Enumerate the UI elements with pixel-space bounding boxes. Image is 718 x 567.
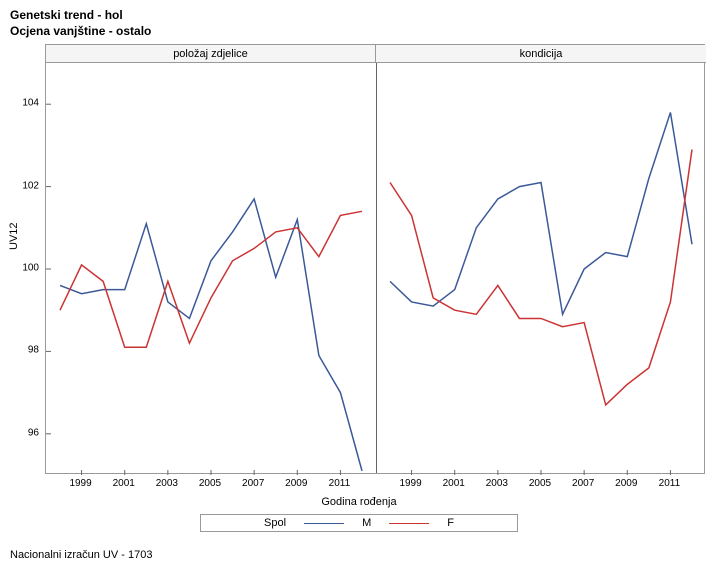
chart-area: položaj zdjelice kondicija bbox=[45, 44, 705, 474]
legend-label-m: M bbox=[362, 517, 371, 529]
legend-label-f: F bbox=[447, 517, 454, 529]
panel-header-0: položaj zdjelice bbox=[46, 45, 376, 63]
panel-header-1: kondicija bbox=[376, 45, 706, 63]
x-tick-label: 2011 bbox=[329, 478, 351, 489]
title-line2: Ocjena vanjštine - ostalo bbox=[10, 24, 151, 40]
x-tick-label: 1999 bbox=[399, 478, 421, 489]
x-axis-label: Godina rođenja bbox=[0, 496, 718, 508]
x-tick-label: 2005 bbox=[199, 478, 221, 489]
y-tick-label: 104 bbox=[0, 98, 39, 109]
x-tick-label: 2009 bbox=[615, 478, 637, 489]
y-axis-label: UV12 bbox=[8, 222, 20, 250]
x-tick-label: 2011 bbox=[659, 478, 681, 489]
x-tick-label: 2007 bbox=[572, 478, 594, 489]
y-tick-label: 100 bbox=[0, 263, 39, 274]
y-tick-label: 96 bbox=[0, 427, 39, 438]
legend-line-m bbox=[304, 523, 344, 524]
x-tick-label: 1999 bbox=[69, 478, 91, 489]
legend-line-f bbox=[389, 523, 429, 524]
plot-svg bbox=[46, 63, 706, 475]
legend: Spol M F bbox=[200, 514, 518, 532]
x-tick-label: 2005 bbox=[529, 478, 551, 489]
title-line1: Genetski trend - hol bbox=[10, 8, 151, 24]
x-tick-label: 2001 bbox=[443, 478, 465, 489]
y-tick-label: 98 bbox=[0, 345, 39, 356]
plot-area bbox=[46, 63, 704, 473]
x-tick-label: 2003 bbox=[156, 478, 178, 489]
x-tick-label: 2003 bbox=[486, 478, 508, 489]
x-tick-label: 2007 bbox=[242, 478, 264, 489]
x-tick-label: 2001 bbox=[113, 478, 135, 489]
x-tick-label: 2009 bbox=[285, 478, 307, 489]
legend-title: Spol bbox=[264, 517, 286, 529]
y-tick-label: 102 bbox=[0, 180, 39, 191]
footer-text: Nacionalni izračun UV - 1703 bbox=[10, 549, 152, 561]
